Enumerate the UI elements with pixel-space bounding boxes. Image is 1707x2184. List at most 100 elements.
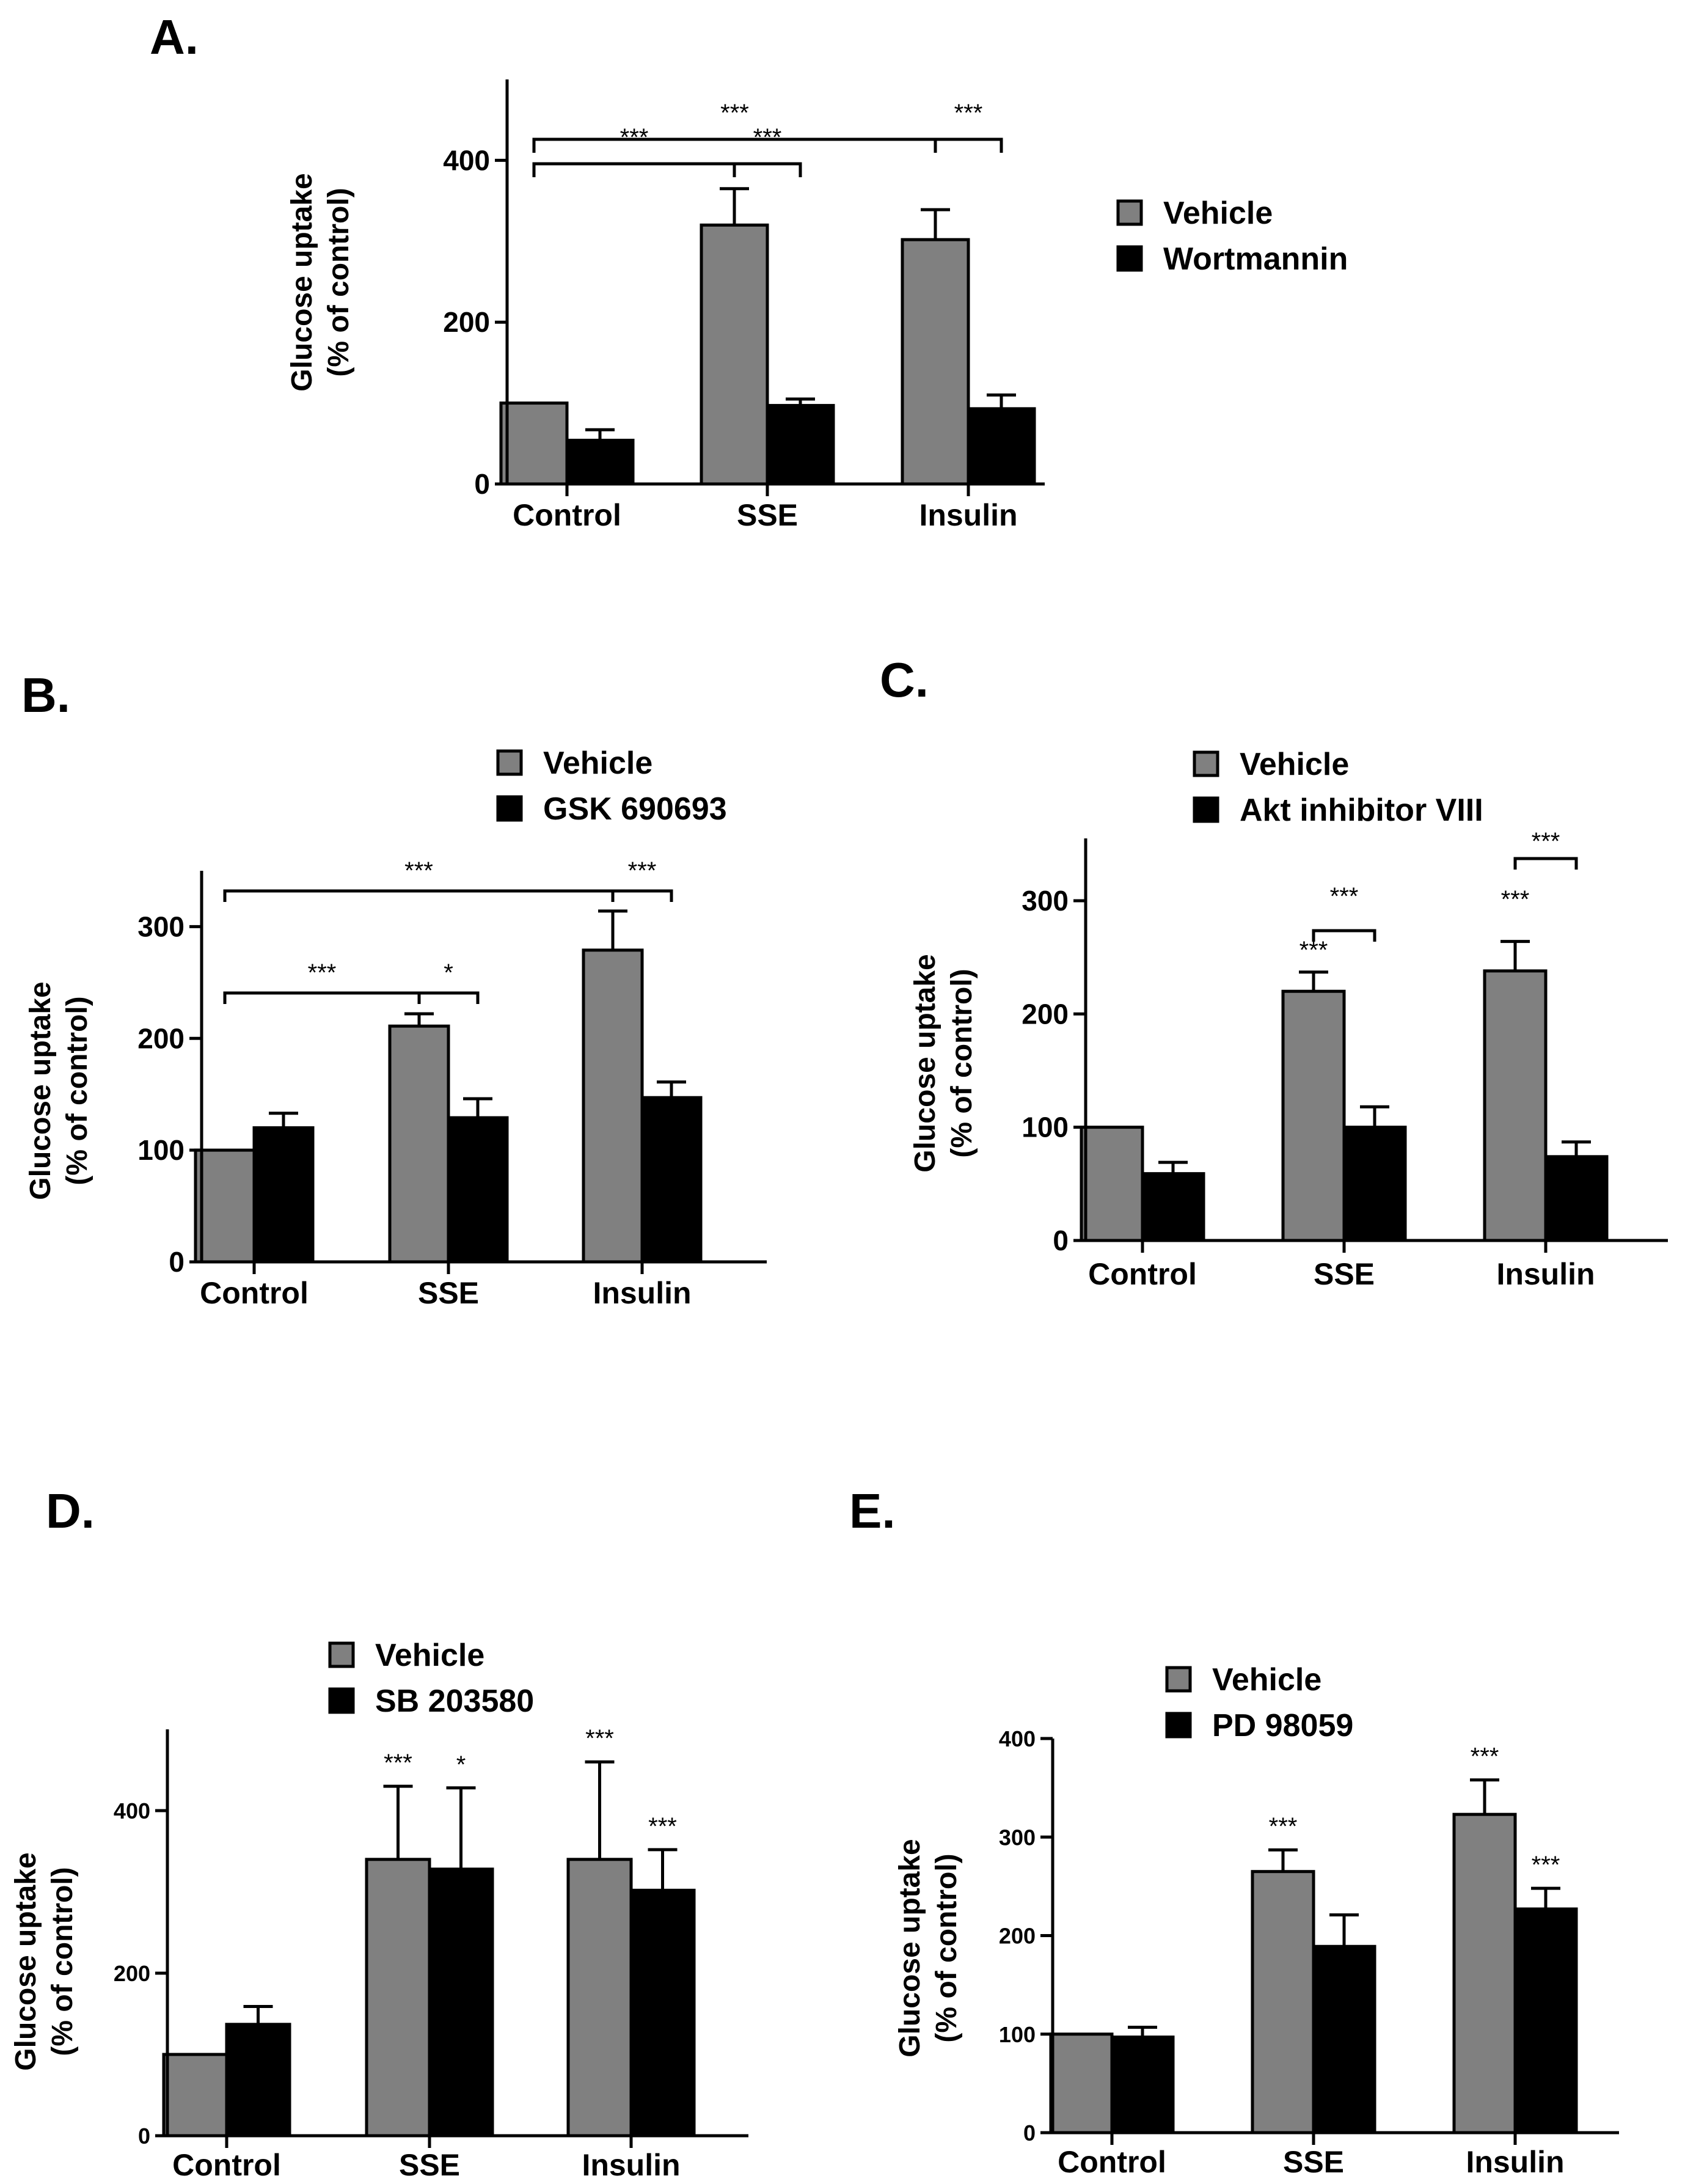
y-axis-label: Glucose uptake [286, 173, 318, 391]
x-tick-label: Insulin [1466, 2145, 1564, 2179]
y-axis-label: Glucose uptake [24, 981, 57, 1200]
legend-swatch [328, 1641, 355, 1668]
bar-insulin-vehicle [582, 948, 644, 1264]
x-tick-label: Insulin [1496, 1257, 1595, 1291]
x-tick-label: Insulin [582, 2148, 680, 2182]
panel-letter: C. [880, 653, 929, 707]
bar-control-inhibitor [565, 439, 635, 486]
chart-panel-b: B. 0 100 200 300 Control SSE Insulin Glucose upt… [21, 668, 767, 1310]
x-tick-label: Insulin [593, 1276, 691, 1310]
significance-label: *** [1532, 828, 1560, 855]
significance-label: *** [308, 959, 337, 986]
significance-label: *** [753, 124, 782, 151]
y-axis-label-units: (% of control) [323, 188, 355, 376]
y-tick-label: 200 [1022, 998, 1069, 1030]
significance-label: *** [648, 1813, 677, 1840]
chart-panel-d: D. 0 200 400 Control SSE Insulin Glucose uptake… [10, 1484, 748, 2182]
significance-bracket [223, 889, 615, 902]
significance-label: *** [1471, 1743, 1499, 1770]
legend-label: PD 98059 [1212, 1708, 1353, 1743]
significance-label: *** [1532, 1852, 1560, 1878]
legend-swatch [1116, 245, 1143, 272]
significance-bracket [1513, 857, 1578, 870]
legend-swatch [1193, 750, 1219, 777]
bar-sse-inhibitor [1312, 1944, 1376, 2135]
bar-insulin-vehicle [1452, 1812, 1517, 2135]
y-axis-label-units: (% of control) [61, 996, 93, 1185]
significance-bracket [223, 991, 421, 1004]
y-axis-label-units: (% of control) [930, 1853, 963, 2042]
x-tick-label: SSE [399, 2148, 460, 2182]
significance-label: *** [720, 100, 749, 126]
y-tick-label: 200 [999, 1924, 1036, 1949]
bar-sse-vehicle [1281, 989, 1346, 1242]
x-tick-label: SSE [418, 1276, 479, 1310]
bar-insulin-inhibitor [640, 1096, 703, 1264]
significance-label: *** [585, 1725, 614, 1752]
bar-control-inhibitor [225, 2023, 291, 2138]
significance-label: * [456, 1751, 466, 1778]
legend-swatch [328, 1687, 355, 1714]
chart-panel-e: E. 0 100 200 300 400 Control SSE Insulin Glucose … [849, 1484, 1619, 2179]
significance-bracket [934, 137, 1003, 153]
y-tick-label: 0 [169, 1246, 185, 1278]
significance-label: * [444, 959, 453, 986]
bar-sse-inhibitor [447, 1116, 509, 1264]
y-tick-label: 0 [1023, 2120, 1036, 2146]
significance-bracket [1312, 929, 1376, 942]
bar-sse-inhibitor [766, 404, 835, 486]
y-tick-label: 0 [474, 468, 490, 500]
significance-bracket [733, 162, 802, 177]
bar-sse-vehicle [365, 1858, 431, 2138]
legend-label: Akt inhibitor VIII [1240, 793, 1483, 828]
significance-label: *** [384, 1750, 412, 1776]
bar-insulin-inhibitor [629, 1888, 696, 2138]
bar-sse-vehicle [700, 223, 769, 486]
bar-insulin-vehicle [901, 238, 970, 486]
y-tick-label: 300 [999, 1825, 1036, 1850]
significance-label: *** [1501, 886, 1530, 913]
bar-insulin-inhibitor [1544, 1155, 1609, 1242]
y-tick-label: 100 [137, 1134, 185, 1166]
x-tick-label: Control [1088, 1257, 1197, 1291]
significance-bracket [611, 889, 673, 902]
legend-label: Vehicle [1212, 1662, 1321, 1698]
bar-control-inhibitor [1141, 1172, 1205, 1242]
bar-control-vehicle [1080, 1126, 1144, 1242]
bar-insulin-inhibitor [967, 407, 1036, 486]
significance-label: *** [628, 857, 657, 884]
y-tick-label: 400 [114, 1798, 150, 1823]
bar-sse-inhibitor [1342, 1126, 1407, 1242]
legend-label: Wortmannin [1163, 241, 1348, 277]
significance-bracket [532, 162, 736, 177]
significance-label: *** [404, 857, 433, 884]
x-tick-label: Control [172, 2148, 281, 2182]
legend-swatch [1165, 1712, 1192, 1739]
legend-label: Vehicle [543, 746, 652, 781]
legend-label: GSK 690693 [543, 791, 727, 827]
x-tick-label: SSE [737, 498, 798, 532]
bar-control-inhibitor [252, 1126, 315, 1264]
significance-label: *** [1269, 1813, 1298, 1840]
legend-label: Vehicle [1163, 196, 1273, 231]
y-tick-label: 200 [114, 1961, 150, 1986]
y-axis-label: Glucose uptake [10, 1852, 42, 2070]
significance-label: *** [1330, 883, 1359, 910]
bar-control-inhibitor [1110, 2036, 1175, 2135]
significance-bracket [532, 137, 937, 153]
x-tick-label: Insulin [919, 498, 1017, 532]
legend-label: SB 203580 [375, 1684, 534, 1719]
y-tick-label: 100 [999, 2022, 1036, 2047]
legend-swatch [1193, 796, 1219, 823]
y-axis-label-units: (% of control) [946, 969, 978, 1157]
legend-label: Vehicle [375, 1638, 484, 1673]
bar-sse-vehicle [1251, 1870, 1315, 2135]
panel-letter: E. [849, 1484, 896, 1538]
y-tick-label: 300 [1022, 885, 1069, 917]
panel-letter: D. [46, 1484, 95, 1538]
legend-label: Vehicle [1240, 747, 1349, 782]
significance-label: *** [620, 124, 649, 151]
legend-swatch [1165, 1666, 1192, 1693]
x-tick-label: SSE [1314, 1257, 1375, 1291]
